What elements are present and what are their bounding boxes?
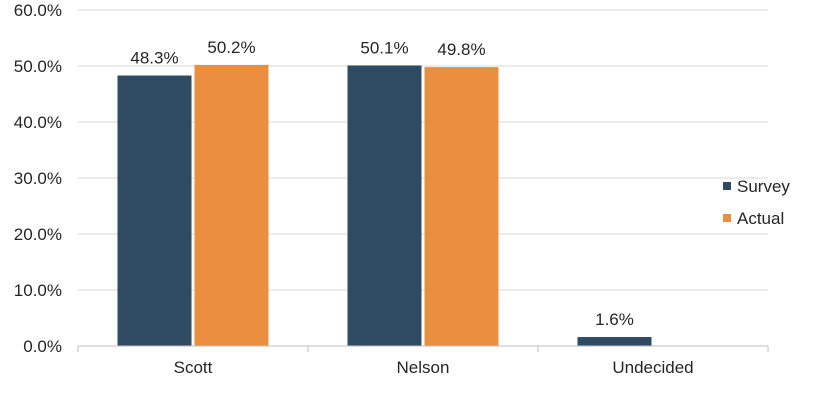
- data-label: 50.1%: [360, 38, 408, 57]
- bar-survey-undecided: [577, 337, 652, 346]
- legend-swatch-actual: [723, 214, 731, 222]
- bars: [117, 64, 652, 347]
- y-tick-label: 0.0%: [23, 337, 62, 356]
- data-labels: 48.3% 50.2% 50.1% 49.8% 1.6%: [130, 38, 633, 329]
- gridlines: [78, 9, 768, 291]
- y-axis-tick-labels: 0.0% 10.0% 20.0% 30.0% 40.0% 50.0% 60.0%: [14, 1, 62, 356]
- x-axis: [77, 345, 769, 352]
- x-category-label: Scott: [174, 358, 213, 377]
- bar-survey-nelson: [347, 65, 422, 346]
- legend-label-survey: Survey: [737, 177, 790, 196]
- legend-label-actual: Actual: [737, 209, 784, 228]
- y-tick-label: 50.0%: [14, 57, 62, 76]
- data-label: 1.6%: [595, 310, 634, 329]
- x-category-label: Undecided: [612, 358, 693, 377]
- legend-swatch-survey: [723, 182, 731, 190]
- bar-survey-scott: [117, 75, 192, 347]
- y-tick-label: 20.0%: [14, 225, 62, 244]
- y-tick-label: 60.0%: [14, 1, 62, 20]
- bar-actual-scott: [194, 64, 269, 346]
- data-label: 48.3%: [130, 49, 178, 68]
- x-axis-category-labels: Scott Nelson Undecided: [174, 358, 694, 377]
- x-category-label: Nelson: [397, 358, 450, 377]
- data-label: 49.8%: [437, 40, 485, 59]
- y-tick-label: 40.0%: [14, 113, 62, 132]
- bar-actual-nelson: [424, 67, 499, 347]
- y-tick-label: 30.0%: [14, 169, 62, 188]
- y-tick-label: 10.0%: [14, 281, 62, 300]
- data-label: 50.2%: [207, 38, 255, 57]
- legend: Survey Actual: [723, 177, 790, 228]
